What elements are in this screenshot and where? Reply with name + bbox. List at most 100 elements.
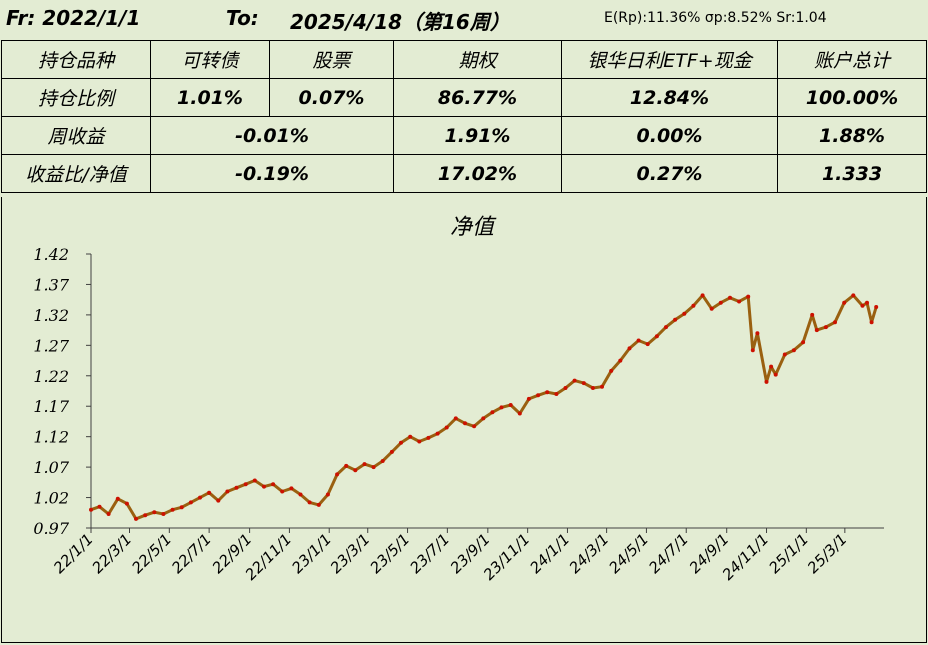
x-tick-label: 24/3/1: [566, 530, 613, 577]
data-point: [791, 348, 796, 353]
data-point: [106, 512, 111, 516]
data-point: [833, 320, 837, 325]
header-cell: 期权: [393, 40, 562, 79]
value-cell: 1.01%: [150, 78, 270, 117]
row-label: 收益比/净值: [1, 154, 151, 193]
data-point: [691, 303, 696, 308]
data-point: [750, 348, 755, 353]
data-point: [769, 364, 774, 369]
data-point: [97, 504, 102, 509]
series-line: [90, 293, 878, 521]
header-cell: 股票: [269, 40, 394, 79]
weekly-row: 周收益 -0.01% 1.91% 0.00% 1.88%: [1, 116, 927, 155]
data-point: [737, 299, 742, 304]
data-point: [645, 342, 650, 347]
data-point: [152, 510, 157, 515]
value-cell: 0.07%: [269, 78, 394, 117]
data-point: [143, 513, 148, 518]
y-tick-label: 1.37: [33, 275, 69, 294]
data-point: [508, 403, 513, 407]
data-point: [709, 306, 714, 311]
x-tick-label: 24/5/1: [605, 530, 652, 577]
summary-table: 持仓品种 可转债 股票 期权 银华日利ETF+现金 账户总计 持仓比例 1.01…: [1, 40, 927, 193]
value-cell: -0.01%: [150, 116, 394, 155]
x-tick-label: 23/5/1: [367, 530, 414, 577]
value-cell: -0.19%: [150, 154, 394, 193]
position-row: 持仓比例 1.01% 0.07% 86.77% 12.84% 100.00%: [1, 78, 927, 117]
x-tick-label: 22/3/1: [88, 530, 135, 577]
data-point: [627, 346, 632, 351]
data-point: [618, 358, 623, 363]
data-point: [307, 500, 312, 505]
data-point: [526, 396, 531, 401]
value-cell: 12.84%: [561, 78, 778, 117]
data-point: [572, 378, 577, 383]
to-date: 2025/4/18（第16周）: [290, 10, 510, 34]
data-point: [408, 434, 413, 439]
data-point: [481, 416, 486, 421]
data-point: [115, 496, 120, 501]
data-point: [682, 311, 687, 316]
series-path: [90, 293, 878, 521]
data-point: [298, 492, 303, 497]
data-point: [517, 411, 522, 416]
data-point: [746, 294, 751, 299]
data-point: [472, 424, 477, 429]
data-point: [581, 381, 586, 386]
series-markers: [89, 293, 879, 521]
data-point: [842, 300, 847, 305]
data-point: [198, 495, 202, 500]
header-cell: 持仓品种: [1, 40, 151, 79]
data-point: [444, 425, 449, 430]
data-point: [207, 490, 212, 495]
data-point: [170, 507, 175, 512]
data-point: [380, 459, 385, 463]
report-header: Fr: 2022/1/1 To: 2025/4/18（第16周） E(Rp):1…: [0, 0, 928, 40]
y-tick-label: 0.97: [33, 519, 69, 538]
from-date: Fr: 2022/1/1: [6, 6, 141, 30]
chart-title: 净值: [450, 215, 497, 240]
x-tick-label: 24/7/1: [645, 530, 692, 577]
data-point: [728, 295, 732, 300]
data-point: [673, 317, 678, 322]
data-point: [636, 338, 641, 343]
x-tick-label: 22/5/1: [128, 530, 175, 577]
x-tick-label: 25/1/1: [765, 530, 812, 577]
data-point: [417, 439, 422, 444]
data-point: [490, 410, 495, 415]
data-point: [563, 386, 568, 390]
data-point: [179, 505, 184, 510]
data-point: [289, 486, 294, 491]
data-point: [188, 500, 193, 505]
data-point: [755, 331, 760, 336]
data-point: [545, 390, 550, 395]
y-tick-label: 1.02: [33, 489, 69, 508]
value-cell: 86.77%: [393, 78, 562, 117]
data-point: [554, 392, 559, 396]
data-point: [810, 312, 815, 317]
ratio-row: 收益比/净值 -0.19% 17.02% 0.27% 1.333: [1, 154, 927, 193]
y-tick-label: 1.17: [33, 397, 69, 416]
row-label: 持仓比例: [1, 78, 151, 117]
data-point: [801, 340, 806, 345]
y-tick-label: 1.12: [33, 428, 69, 447]
data-point: [664, 325, 668, 330]
x-axis: 22/1/122/3/122/5/122/7/122/9/122/11/123/…: [50, 527, 884, 584]
data-point: [252, 478, 257, 483]
data-point: [814, 328, 819, 333]
data-point: [271, 482, 276, 487]
x-tick-label: 23/3/1: [327, 530, 374, 577]
row-label: 周收益: [1, 116, 151, 155]
x-tick-label: 24/1/1: [526, 530, 573, 577]
data-point: [161, 512, 166, 516]
data-point: [389, 449, 394, 454]
data-point: [764, 379, 769, 384]
y-tick-label: 1.32: [33, 306, 69, 325]
header-row: 持仓品种 可转债 股票 期权 银华日利ETF+现金 账户总计: [1, 40, 927, 79]
data-point: [362, 462, 367, 467]
x-tick-label: 23/1/1: [288, 530, 335, 577]
header-cell: 账户总计: [777, 40, 927, 79]
data-point: [869, 320, 874, 325]
data-point: [325, 492, 330, 497]
